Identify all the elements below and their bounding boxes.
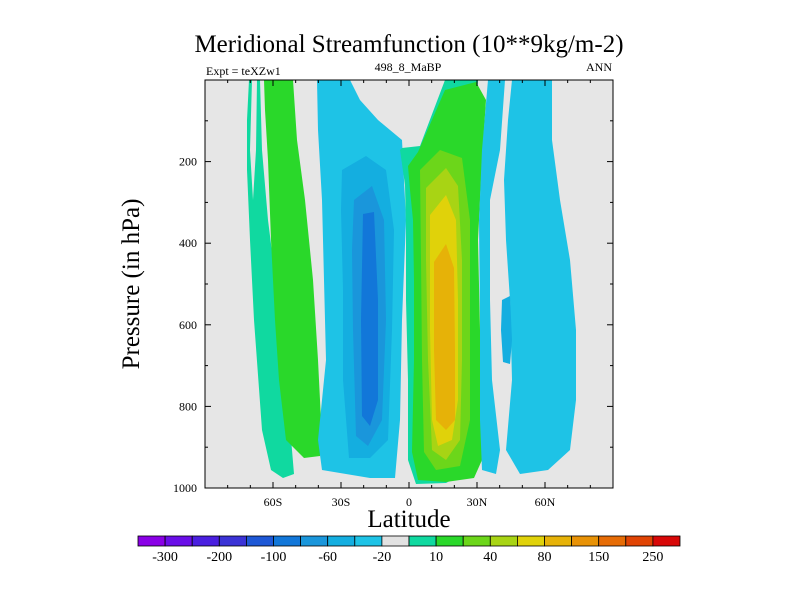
y-axis-label: Pressure (in hPa) (118, 199, 145, 370)
contour-northern-ferrel-40 (501, 296, 512, 364)
colorbar-label: -300 (152, 550, 178, 565)
colorbar-label: 250 (642, 550, 663, 565)
y-tick-label: 400 (179, 236, 197, 250)
contour-northern-hadley-100 (434, 244, 455, 430)
colorbar-box (435, 535, 464, 547)
colorbar-label: 10 (429, 550, 443, 565)
y-tick-label: 800 (179, 399, 197, 413)
colorbar-box (273, 535, 302, 547)
colorbar-box (652, 535, 681, 547)
colorbar-box (327, 535, 356, 547)
left-string: Expt = teXZw1 (206, 64, 281, 78)
colorbar-box (245, 535, 274, 547)
contour-northern-ferrel-20 (479, 80, 576, 474)
x-tick-label: 60S (264, 495, 283, 509)
colorbar-box (164, 535, 193, 547)
y-tick-label: 1000 (173, 481, 197, 495)
colorbar-box (571, 535, 600, 547)
contour-southern-hadley-80 (361, 212, 378, 426)
center-string: 498_8_MaBP (375, 60, 442, 74)
colorbar-label: 150 (588, 550, 609, 565)
colorbar-box (462, 535, 491, 547)
colorbar-box (354, 535, 383, 547)
x-tick-label: 60N (535, 495, 556, 509)
colorbar-box (517, 535, 545, 547)
colorbar-box (544, 535, 573, 547)
colorbar-label: 40 (483, 550, 497, 565)
x-axis-label: Latitude (367, 506, 450, 533)
colorbar-box (381, 535, 410, 547)
colorbar-box (489, 535, 518, 547)
colorbar-box (218, 535, 247, 547)
axes: 60S 30S 0 30N 60N 200 400 600 800 1000 (173, 80, 613, 509)
colorbar-label: 80 (538, 550, 552, 565)
colorbar-box (137, 535, 166, 547)
y-tick-label: 200 (179, 155, 197, 169)
colorbar-box (300, 535, 329, 547)
x-tick-label: 30N (467, 495, 488, 509)
y-tick-label: 600 (179, 318, 197, 332)
x-tick-label: 30S (332, 495, 351, 509)
colorbar-label: -100 (261, 550, 287, 565)
colorbar-box (408, 535, 437, 547)
colorbar-box (191, 535, 220, 547)
right-string: ANN (586, 60, 612, 74)
contour-layer (247, 80, 576, 484)
plot-frame (204, 79, 614, 489)
contour-southern-ferrel-20 (264, 80, 322, 458)
colorbar-label: -20 (373, 550, 392, 565)
chart-title: Meridional Streamfunction (10**9kg/m-2) (194, 31, 623, 58)
colorbar: -300 -200 -100 -60 -20 10 40 80 150 250 (137, 535, 681, 565)
colorbar-label: -200 (206, 550, 232, 565)
colorbar-label: -60 (318, 550, 337, 565)
colorbar-box (625, 535, 654, 547)
x-tick-label: 0 (406, 495, 412, 509)
colorbar-box (598, 535, 627, 547)
